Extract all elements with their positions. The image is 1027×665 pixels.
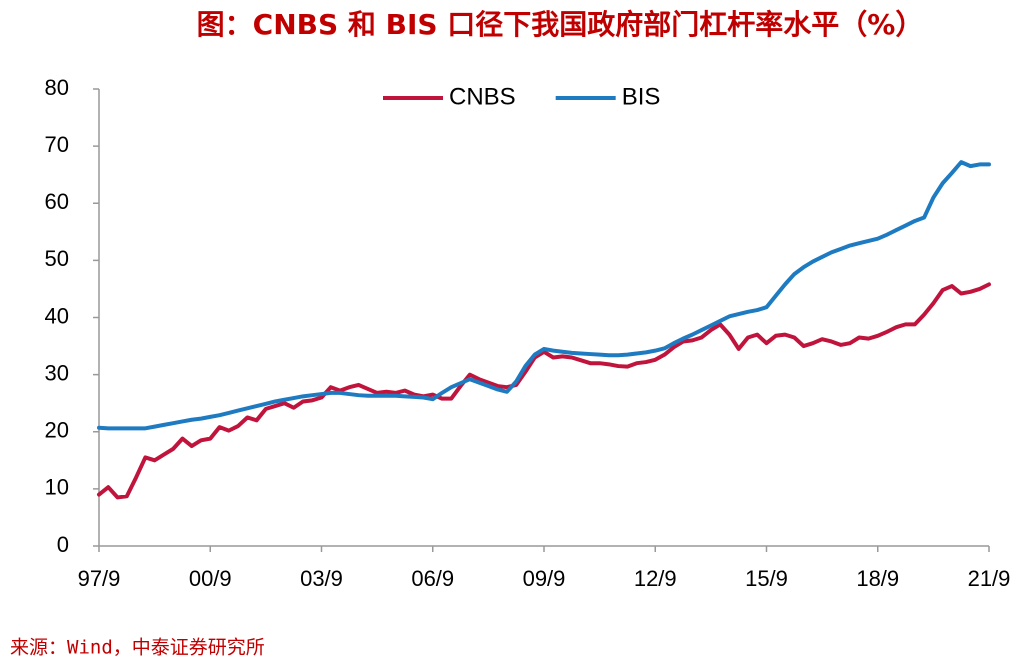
x-tick-label: 15/9 xyxy=(745,566,788,591)
y-tick-label: 80 xyxy=(45,75,69,100)
legend-label: CNBS xyxy=(449,83,516,110)
legend-label: BIS xyxy=(622,83,661,110)
data-line xyxy=(97,282,991,500)
x-tick-label: 09/9 xyxy=(523,566,566,591)
x-tick-label: 03/9 xyxy=(300,566,343,591)
x-tick-label: 12/9 xyxy=(634,566,677,591)
y-tick-label: 50 xyxy=(45,246,69,271)
x-tick-label: 18/9 xyxy=(856,566,899,591)
y-tick-label: 0 xyxy=(57,532,69,557)
y-tick-label: 30 xyxy=(45,360,69,385)
x-tick-label: 21/9 xyxy=(968,566,1011,591)
x-tick-label: 97/9 xyxy=(78,566,121,591)
y-tick-label: 70 xyxy=(45,132,69,157)
chart-title: 图：CNBS 和 BIS 口径下我国政府部门杠杆率水平（%） xyxy=(197,8,924,41)
y-tick-label: 10 xyxy=(45,475,69,500)
data-line xyxy=(97,160,991,431)
y-tick-label: 20 xyxy=(45,418,69,443)
x-tick-label: 06/9 xyxy=(411,566,454,591)
source-note: 来源：Wind，中泰证券研究所 xyxy=(10,637,265,659)
y-tick-label: 60 xyxy=(45,189,69,214)
x-tick-label: 00/9 xyxy=(189,566,232,591)
y-tick-label: 40 xyxy=(45,303,69,328)
